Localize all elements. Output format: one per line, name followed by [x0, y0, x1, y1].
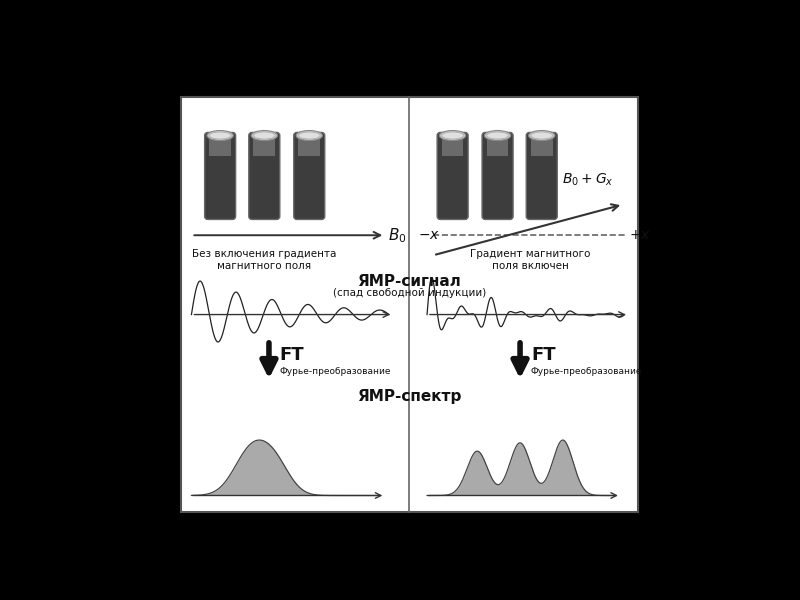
Ellipse shape	[254, 132, 275, 139]
FancyBboxPatch shape	[486, 139, 509, 157]
Ellipse shape	[251, 131, 278, 140]
FancyBboxPatch shape	[181, 97, 638, 512]
Text: Фурье-преобразование: Фурье-преобразование	[531, 367, 642, 376]
FancyBboxPatch shape	[210, 139, 231, 157]
Ellipse shape	[296, 131, 322, 140]
Ellipse shape	[298, 132, 320, 139]
Text: Без включения градиента
магнитного поля: Без включения градиента магнитного поля	[192, 249, 337, 271]
FancyBboxPatch shape	[205, 133, 236, 220]
FancyBboxPatch shape	[482, 133, 513, 220]
Ellipse shape	[442, 132, 463, 139]
FancyBboxPatch shape	[526, 133, 558, 220]
FancyBboxPatch shape	[298, 139, 320, 157]
Text: $B_0+G_x$: $B_0+G_x$	[562, 171, 614, 187]
Ellipse shape	[210, 132, 231, 139]
Text: FT: FT	[280, 346, 305, 364]
FancyBboxPatch shape	[437, 133, 468, 220]
Text: $-x$: $-x$	[418, 228, 440, 242]
FancyBboxPatch shape	[531, 139, 553, 157]
Text: ЯМР-спектр: ЯМР-спектр	[357, 389, 462, 404]
Text: $B_0$: $B_0$	[388, 226, 407, 245]
FancyBboxPatch shape	[254, 139, 275, 157]
Text: ЯМР-сигнал: ЯМР-сигнал	[358, 274, 461, 289]
FancyBboxPatch shape	[294, 133, 325, 220]
Ellipse shape	[485, 131, 510, 140]
Ellipse shape	[207, 131, 234, 140]
Ellipse shape	[439, 131, 466, 140]
Text: Градиент магнитного
поля включен: Градиент магнитного поля включен	[470, 249, 590, 271]
Text: (спад свободной индукции): (спад свободной индукции)	[333, 287, 486, 298]
Ellipse shape	[529, 131, 555, 140]
FancyBboxPatch shape	[249, 133, 280, 220]
Ellipse shape	[531, 132, 553, 139]
Text: $+x$: $+x$	[629, 228, 650, 242]
Text: Фурье-преобразование: Фурье-преобразование	[280, 367, 391, 376]
Ellipse shape	[486, 132, 509, 139]
Text: FT: FT	[531, 346, 555, 364]
FancyBboxPatch shape	[442, 139, 463, 157]
